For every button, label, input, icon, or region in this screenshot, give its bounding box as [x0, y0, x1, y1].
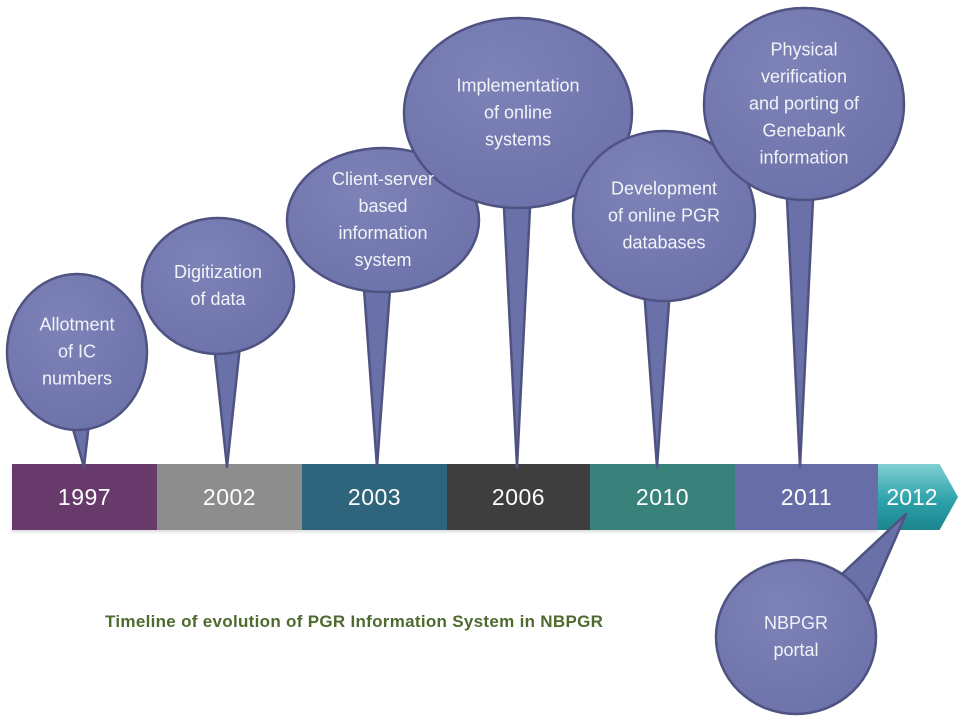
callout-tail-2006 — [499, 146, 535, 469]
callout-bubble-2010 — [571, 129, 757, 303]
callout-tail-2011 — [782, 136, 818, 469]
callout-tail-2012 — [793, 512, 908, 654]
caption: Timeline of evolution of PGR Information… — [105, 612, 604, 631]
callout-bubble-2012 — [714, 558, 878, 716]
balloon-label-1997: Allotment of IC numbers — [39, 314, 115, 389]
year-label-2006: 2006 — [491, 483, 546, 510]
callout-bubble-2003 — [285, 146, 481, 294]
year-label-2010: 2010 — [635, 483, 690, 510]
year-label-2011: 2011 — [780, 483, 833, 510]
callout-tail-1997 — [59, 386, 95, 469]
timeline-segment-2002: 2002 — [157, 464, 302, 530]
balloon-label-2003: Client-server based information system — [331, 169, 435, 270]
balloon-label-2002: Digitization of data — [173, 262, 263, 309]
year-label-2012: 2012 — [886, 483, 938, 510]
callout-bubble-1997 — [5, 272, 149, 432]
year-label-2003: 2003 — [347, 483, 402, 510]
balloon-label-2012: NBPGR portal — [763, 613, 829, 660]
callout-bubble-2006 — [402, 16, 634, 210]
callout-bubble-2002 — [140, 216, 296, 356]
callout-tail-2010 — [639, 246, 675, 469]
year-label-1997: 1997 — [57, 483, 112, 510]
callout-bubble-2011 — [702, 6, 906, 202]
timeline-bar: 1997 2002 2003 2006 2010 2011 — [12, 464, 878, 530]
timeline-segment-1997: 1997 — [12, 464, 157, 530]
year-label-2002: 2002 — [202, 483, 257, 510]
timeline-arrow-2012: 2012 — [878, 464, 958, 530]
timeline-segment-2006: 2006 — [447, 464, 590, 530]
callout-tail-2002 — [209, 316, 245, 469]
balloon-label-2006: Implementation of online systems — [456, 75, 580, 150]
timeline-segment-2011: 2011 — [735, 464, 878, 530]
timeline-segment-2010: 2010 — [590, 464, 735, 530]
balloon-label-2010: Development of online PGR databases — [607, 178, 721, 253]
callout-tail-2003 — [359, 246, 395, 469]
timeline-segment-2003: 2003 — [302, 464, 447, 530]
balloon-label-2011: Physical verification and porting of Gen… — [748, 39, 860, 168]
